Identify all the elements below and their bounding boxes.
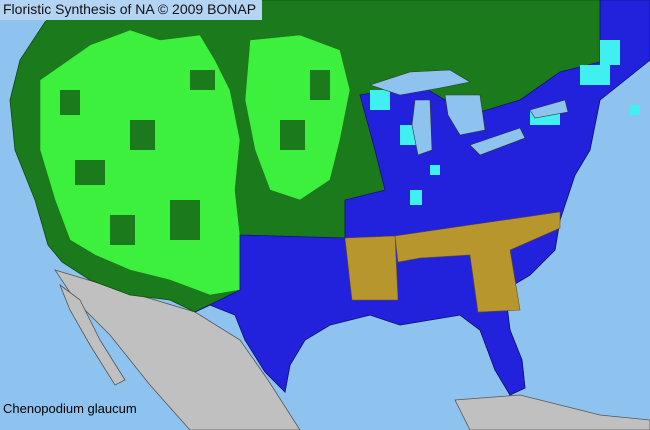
- mexico-region: [54, 269, 650, 430]
- exotic-state-region: [344, 211, 561, 313]
- map-title: Floristic Synthesis of NA © 2009 BONAP: [0, 0, 263, 20]
- present-state-patches: [60, 70, 330, 245]
- great-lakes: [369, 69, 569, 156]
- native-county-region: [194, 0, 650, 396]
- species-name: Chenopodium glaucum: [3, 401, 140, 417]
